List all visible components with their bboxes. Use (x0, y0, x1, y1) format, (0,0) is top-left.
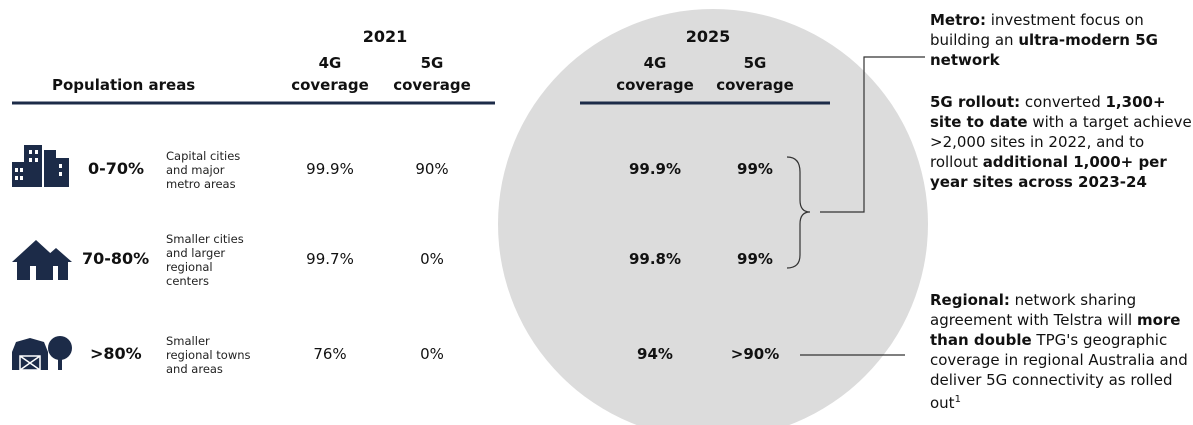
column-header: 4G coverage (291, 54, 369, 94)
connector (820, 56, 925, 213)
coverage-value: 0% (420, 250, 444, 268)
note-text: Metro: (930, 11, 986, 29)
coverage-value: 99.9% (306, 160, 354, 178)
year: 2025 (685, 27, 731, 46)
population-header: Population areas (52, 76, 196, 94)
note-text: ultra-modern 5G network (930, 31, 1158, 69)
note-text: converted (1020, 93, 1106, 111)
coverage-value: >90% (730, 345, 780, 363)
note: 5G rollout: converted 1,300+ site to dat… (930, 92, 1192, 192)
bracket (786, 156, 811, 269)
house-icon (12, 240, 72, 280)
note-text: TPG's geographic coverage in regional Au… (930, 331, 1188, 412)
population-share: 0-70% (88, 159, 145, 178)
coverage-value: 90% (415, 160, 449, 178)
area-description: Smaller cities and larger regional cente… (166, 232, 244, 288)
highlight-circle (498, 9, 928, 425)
note-text: network sharing agreement with Telstra w… (930, 291, 1137, 329)
note-text: additional 1,000+ per year sites across … (930, 153, 1167, 191)
coverage-value: 99.7% (306, 250, 354, 268)
area-description: Capital cities and major metro areas (166, 149, 241, 191)
population-share: >80% (90, 344, 142, 363)
coverage-value: 99% (737, 250, 773, 268)
note: Metro: investment focus on building an u… (930, 10, 1192, 70)
note-text: 1 (954, 394, 961, 405)
area-description: Smaller regional towns and areas (166, 334, 251, 376)
note-text: more than double (930, 311, 1181, 349)
rural-icon (12, 336, 72, 371)
coverage-value: 99% (737, 160, 773, 178)
note-text: 1,300+ site to date (930, 93, 1166, 131)
coverage-value: 76% (313, 345, 347, 363)
coverage-value: 99.9% (628, 160, 682, 178)
coverage-value: 0% (420, 345, 444, 363)
column-header: 5G coverage (393, 54, 471, 94)
population-share: 70-80% (82, 249, 150, 268)
coverage-value: 94% (637, 345, 673, 363)
note-text: Regional: (930, 291, 1010, 309)
column-header: 4G coverage (616, 54, 694, 94)
note-text: with a target achieve >2,000 sites in 20… (930, 113, 1192, 171)
year: 2021 (362, 27, 408, 46)
column-header: 5G coverage (716, 54, 794, 94)
note-text: investment focus on building an (930, 11, 1144, 49)
city-icon (12, 145, 69, 187)
coverage-value: 99.8% (628, 250, 682, 268)
note: Regional: network sharing agreement with… (930, 290, 1192, 413)
note-text: 5G rollout: (930, 93, 1021, 111)
